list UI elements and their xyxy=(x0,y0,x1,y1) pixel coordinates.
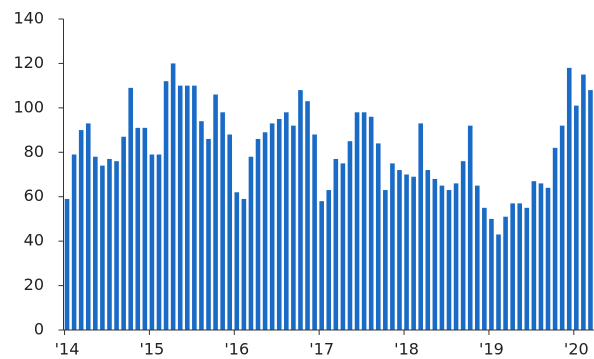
bar xyxy=(142,127,148,330)
bar xyxy=(524,207,530,330)
x-tick-label: '18 xyxy=(394,340,419,359)
bar xyxy=(489,218,494,330)
bar xyxy=(234,192,240,330)
y-tick-label: 120 xyxy=(13,53,44,72)
bar xyxy=(135,127,141,330)
x-tick-label: '15 xyxy=(140,340,165,359)
bar xyxy=(319,201,324,330)
bar xyxy=(503,216,508,330)
bar xyxy=(326,190,332,330)
bar xyxy=(531,181,537,330)
bar xyxy=(220,112,225,330)
y-tick-label: 40 xyxy=(24,231,44,250)
bar xyxy=(545,187,551,330)
bar xyxy=(474,185,480,330)
bar xyxy=(418,123,424,331)
bar xyxy=(390,163,395,330)
bar xyxy=(460,161,466,330)
bar xyxy=(227,134,233,330)
bar xyxy=(284,112,289,330)
bar xyxy=(78,130,84,330)
y-tick-label: 80 xyxy=(24,142,44,161)
bar xyxy=(93,156,98,330)
bar xyxy=(411,176,416,330)
bar xyxy=(163,81,169,330)
bar xyxy=(269,123,275,331)
bar xyxy=(206,138,211,330)
bar xyxy=(439,185,445,330)
bar xyxy=(312,134,317,330)
bar xyxy=(333,158,339,330)
bar xyxy=(85,123,91,331)
x-tick-label: '20 xyxy=(564,340,589,359)
x-tick-label: '17 xyxy=(309,340,334,359)
bar xyxy=(107,158,112,330)
bar xyxy=(467,125,473,330)
bar xyxy=(453,183,459,330)
bar xyxy=(276,118,282,330)
bar xyxy=(425,170,431,330)
bar xyxy=(241,198,247,330)
bar xyxy=(496,234,501,330)
x-tick-label: '14 xyxy=(55,340,80,359)
bar xyxy=(375,143,381,330)
bar xyxy=(213,94,218,331)
bar xyxy=(574,105,579,330)
bar xyxy=(588,90,593,330)
bar xyxy=(248,156,254,330)
bar xyxy=(128,87,133,330)
bar xyxy=(368,116,374,330)
bar xyxy=(100,165,105,330)
bar xyxy=(581,74,586,331)
bar xyxy=(114,161,119,330)
bar xyxy=(156,154,162,330)
bar xyxy=(121,136,126,330)
bar xyxy=(361,112,367,330)
bar xyxy=(177,85,183,331)
bar xyxy=(482,207,487,330)
bar xyxy=(192,85,197,331)
bar xyxy=(566,67,572,330)
bar xyxy=(305,101,310,330)
bar xyxy=(347,141,353,330)
x-tick-label: '19 xyxy=(479,340,504,359)
bar xyxy=(255,138,261,330)
bar xyxy=(404,174,409,330)
bar xyxy=(517,203,523,330)
bar xyxy=(397,170,402,330)
bar xyxy=(446,190,452,330)
x-tick-label: '16 xyxy=(224,340,249,359)
y-tick-label: 60 xyxy=(24,186,44,205)
bar xyxy=(170,63,176,331)
y-tick-label: 140 xyxy=(13,9,44,28)
bar xyxy=(149,154,155,330)
bar xyxy=(552,147,558,330)
y-tick-label: 20 xyxy=(24,275,44,294)
y-tick-label: 0 xyxy=(34,320,44,339)
bar xyxy=(298,90,303,330)
bar xyxy=(354,112,360,330)
bar xyxy=(184,85,190,331)
bar xyxy=(199,121,204,330)
bar xyxy=(538,183,544,330)
bar xyxy=(291,125,296,330)
bar xyxy=(262,132,268,330)
bar xyxy=(64,198,70,330)
bar xyxy=(383,190,388,330)
bar xyxy=(71,154,77,330)
bar xyxy=(510,203,515,330)
y-tick-label: 100 xyxy=(13,97,44,116)
bar xyxy=(559,125,565,330)
bar xyxy=(340,163,346,330)
bar xyxy=(432,178,438,330)
